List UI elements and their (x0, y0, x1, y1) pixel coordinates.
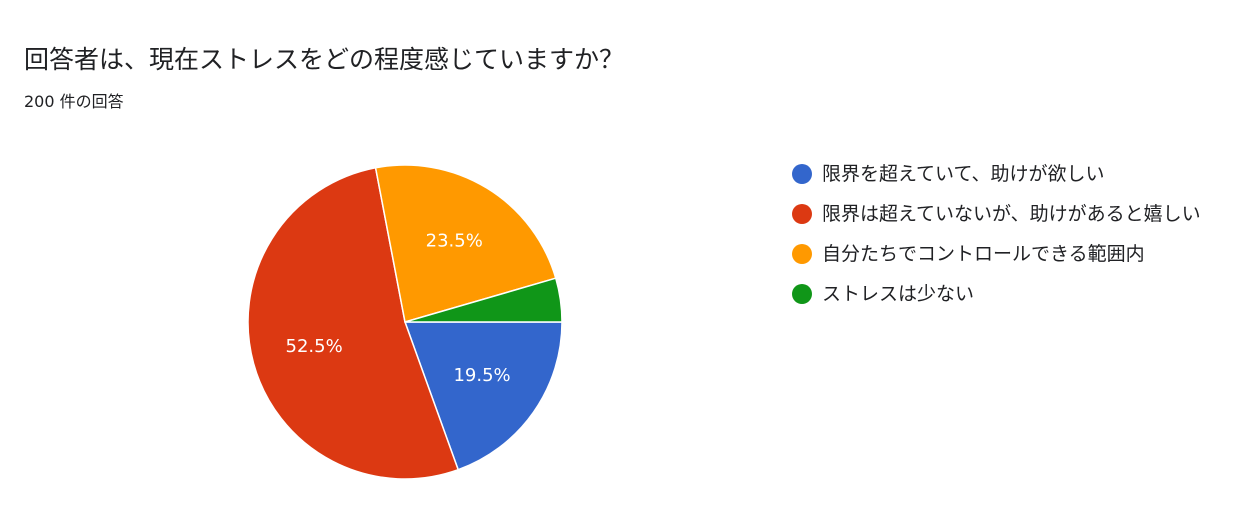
legend-label-3: ストレスは少ない (822, 283, 975, 305)
legend-item-3[interactable]: ストレスは少ない (792, 280, 1212, 308)
pie-slice-label-0: 19.5% (453, 365, 510, 386)
legend-label-1: 限界は超えていないが、助けがあると嬉しい (822, 203, 1201, 225)
pie-slice-label-1: 52.5% (286, 336, 343, 357)
pie-slice-1[interactable] (247, 166, 460, 480)
legend-swatch-3 (792, 284, 812, 304)
legend-label-2: 自分たちでコントロールできる範囲内 (822, 243, 1145, 265)
legend-label-0: 限界を超えていて、助けが欲しい (822, 163, 1105, 185)
legend-swatch-2 (792, 244, 812, 264)
pie-slice-3[interactable] (404, 277, 563, 323)
legend-item-1[interactable]: 限界は超えていないが、助けがあると嬉しい (792, 200, 1212, 228)
legend: 限界を超えていて、助けが欲しい 限界は超えていないが、助けがあると嬉しい 自分た… (792, 160, 1212, 320)
pie-slice-0[interactable] (403, 321, 563, 471)
legend-item-0[interactable]: 限界を超えていて、助けが欲しい (792, 160, 1212, 188)
legend-swatch-0 (792, 164, 812, 184)
chart-title: 回答者は、現在ストレスをどの程度感じていますか？ (24, 45, 625, 74)
pie-slice-label-2: 23.5% (426, 231, 483, 252)
response-count: 200 件の回答 (24, 92, 124, 111)
pie-slice-2[interactable] (374, 164, 557, 323)
legend-swatch-1 (792, 204, 812, 224)
legend-item-2[interactable]: 自分たちでコントロールできる範囲内 (792, 240, 1212, 268)
